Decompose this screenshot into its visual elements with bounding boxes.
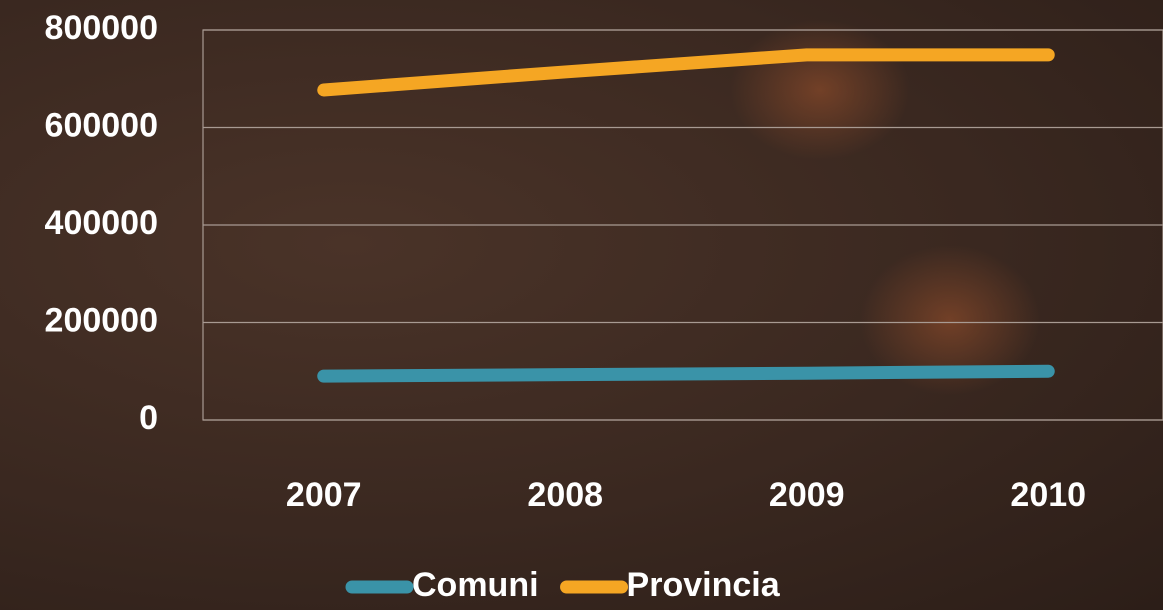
background-glow bbox=[730, 20, 910, 160]
y-tick-label: 600000 bbox=[45, 106, 158, 144]
series-line bbox=[317, 48, 1055, 97]
x-tick-label: 2009 bbox=[769, 476, 845, 514]
y-tick-label: 800000 bbox=[45, 9, 158, 47]
y-tick-label: 200000 bbox=[45, 301, 158, 339]
x-tick-label: 2010 bbox=[1010, 476, 1086, 514]
x-tick-label: 2008 bbox=[527, 476, 603, 514]
legend-label: Provincia bbox=[627, 566, 781, 604]
background-glow bbox=[860, 245, 1040, 395]
x-tick-label: 2007 bbox=[286, 476, 362, 514]
series-line bbox=[317, 364, 1055, 383]
y-tick-label: 0 bbox=[139, 399, 158, 437]
y-tick-label: 400000 bbox=[45, 204, 158, 242]
legend-label: Comuni bbox=[412, 566, 539, 604]
